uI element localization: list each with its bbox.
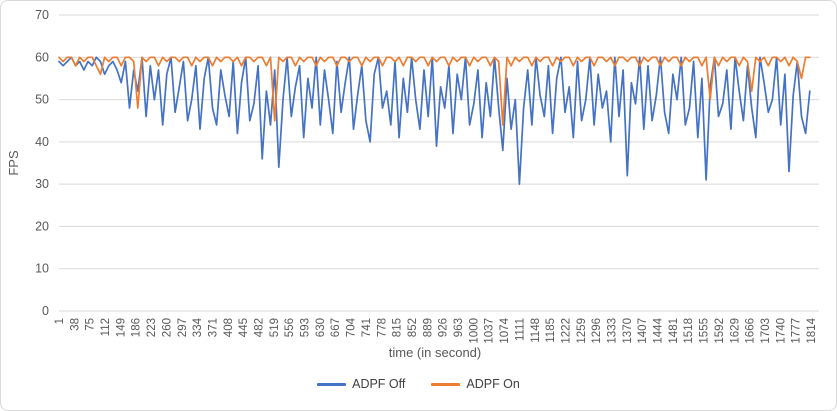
x-tick-label: 1629: [729, 318, 741, 344]
x-tick-label: 815: [392, 318, 404, 337]
y-tick-label: 0: [42, 304, 49, 318]
x-tick-label: 1333: [606, 318, 618, 344]
x-tick-label: 519: [269, 318, 281, 337]
y-tick-label: 50: [35, 93, 49, 107]
x-tick-label: 1518: [683, 318, 695, 344]
x-tick-label: 1296: [591, 318, 603, 344]
x-tick-label: 778: [376, 318, 388, 337]
x-tick-label: 1814: [806, 317, 818, 343]
series-line-adpf-on: [58, 56, 811, 126]
x-tick-label: 75: [85, 318, 97, 331]
series-lines: [58, 56, 811, 185]
x-tick-label: 112: [100, 318, 112, 336]
x-tick-label: 1074: [499, 317, 511, 343]
x-tick-label: 741: [361, 318, 373, 337]
x-axis-tick-labels: 1 38 75 112 149 186 223 260 297 334 371 408 445 482 51…: [54, 317, 818, 343]
y-tick-label: 40: [35, 135, 49, 149]
x-tick-label: 1703: [760, 318, 772, 344]
x-tick-label: 1: [54, 318, 66, 324]
x-tick-label: 1444: [653, 317, 665, 343]
x-tick-label: 704: [346, 317, 358, 337]
x-tick-label: 1666: [745, 318, 757, 344]
y-tick-label: 30: [35, 177, 49, 191]
x-tick-label: 408: [223, 318, 235, 337]
x-tick-label: 149: [115, 318, 127, 337]
x-tick-label: 630: [315, 318, 327, 337]
x-axis-title: time (in second): [388, 345, 482, 360]
y-tick-label: 60: [35, 50, 49, 64]
x-tick-label: 1407: [637, 318, 649, 344]
x-tick-label: 1777: [791, 318, 803, 344]
x-tick-label: 223: [146, 318, 158, 337]
legend-item-adpf-on[interactable]: ADPF On: [431, 377, 520, 391]
x-tick-label: 186: [131, 318, 143, 337]
y-axis-title: FPS: [6, 150, 21, 176]
x-tick-label: 1148: [530, 318, 542, 343]
x-tick-label: 889: [422, 318, 434, 337]
x-tick-label: 593: [300, 318, 312, 337]
x-tick-label: 667: [330, 318, 342, 337]
x-tick-label: 926: [438, 318, 450, 337]
x-tick-label: 297: [177, 318, 189, 337]
x-tick-label: 556: [284, 318, 296, 337]
x-tick-label: 1000: [468, 318, 480, 344]
x-tick-label: 1037: [484, 318, 496, 344]
x-tick-label: 38: [69, 318, 81, 331]
x-tick-label: 963: [453, 318, 465, 337]
legend-line-swatch: [431, 382, 461, 386]
x-tick-label: 852: [407, 318, 419, 337]
x-tick-label: 334: [192, 317, 204, 337]
x-tick-label: 1185: [545, 318, 557, 343]
x-tick-label: 1370: [622, 318, 634, 344]
x-tick-label: 260: [161, 318, 173, 337]
legend-item-adpf-off[interactable]: ADPF Off: [317, 377, 405, 391]
x-tick-label: 1740: [775, 318, 787, 344]
legend-line-swatch: [317, 382, 347, 386]
x-tick-label: 1111: [514, 318, 526, 341]
x-tick-label: 1555: [699, 318, 711, 344]
x-tick-label: 1481: [668, 318, 680, 344]
x-tick-label: 1222: [560, 318, 572, 344]
x-tick-label: 371: [207, 318, 219, 337]
x-tick-label: 1592: [714, 318, 726, 344]
y-tick-label: 70: [35, 8, 49, 22]
legend-label: ADPF On: [466, 377, 520, 391]
legend: ADPF Off ADPF On: [1, 377, 836, 391]
series-line-adpf-off: [58, 56, 811, 185]
y-axis-tick-labels: 0 10 20 30 40 50 60 70: [35, 8, 49, 318]
legend-label: ADPF Off: [352, 377, 406, 391]
x-tick-label: 482: [254, 318, 266, 337]
x-tick-label: 1259: [576, 318, 588, 344]
y-tick-label: 10: [35, 262, 49, 276]
y-tick-label: 20: [35, 219, 49, 233]
x-tick-label: 445: [238, 318, 250, 337]
